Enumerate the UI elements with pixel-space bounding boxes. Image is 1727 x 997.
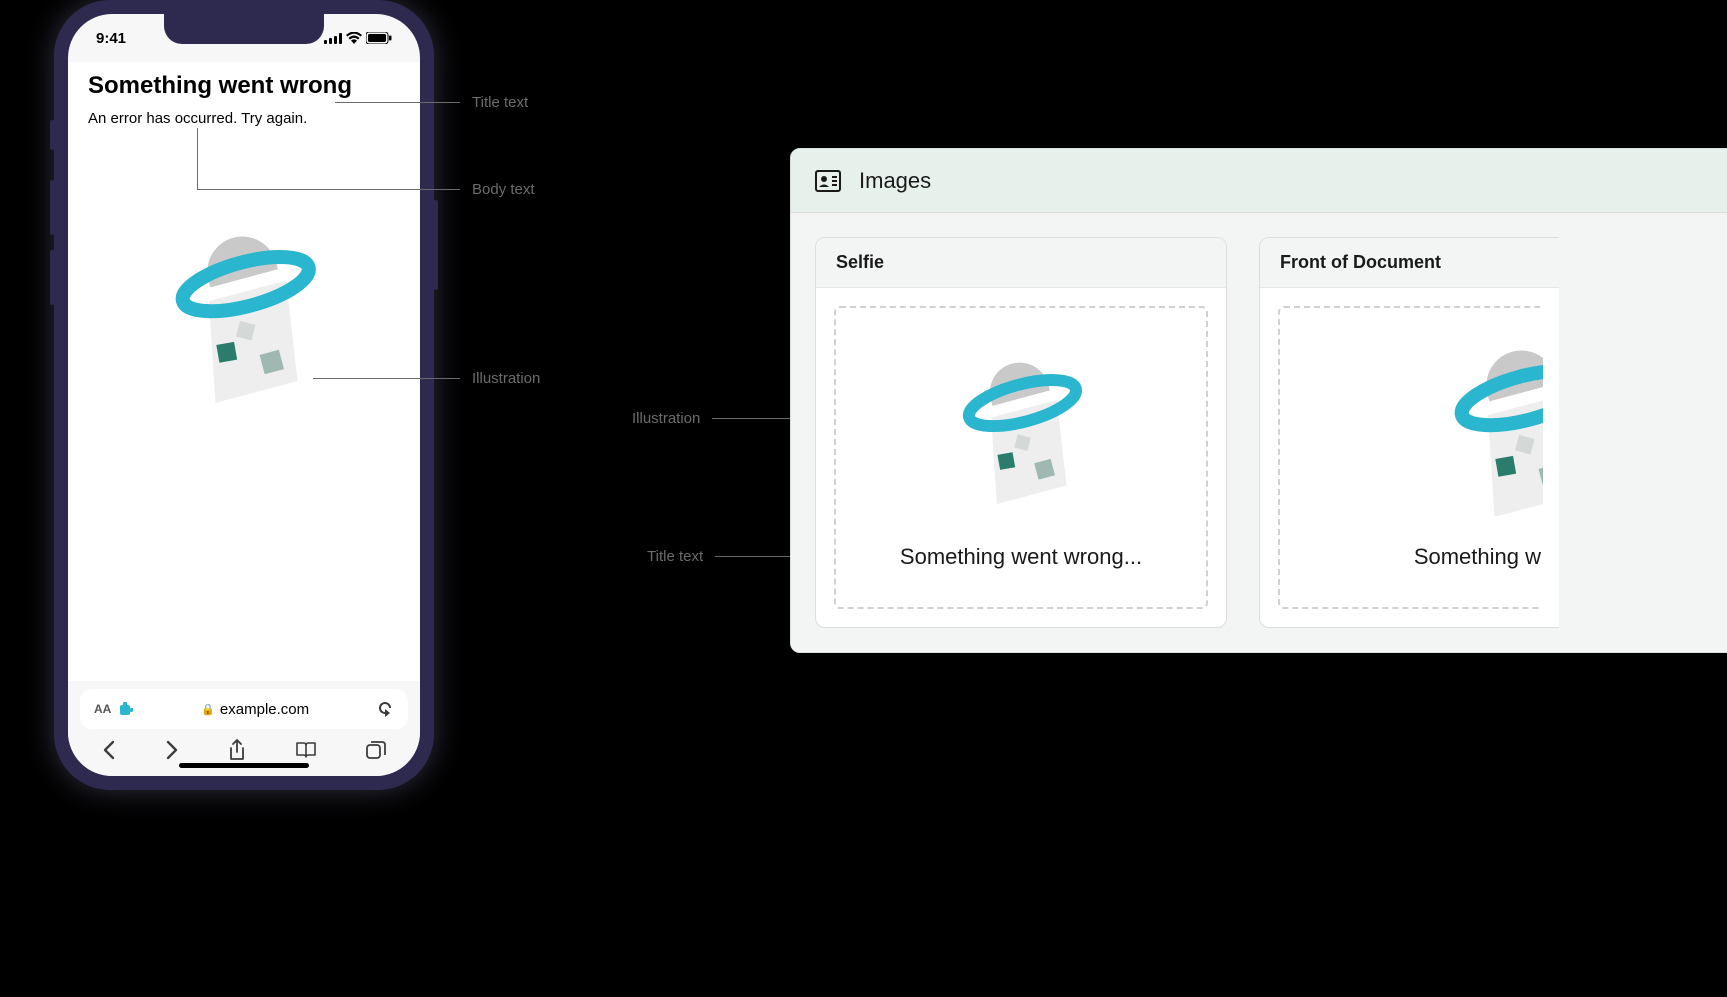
tabs-icon[interactable] — [366, 740, 386, 765]
phone-side-button — [433, 200, 438, 290]
phone-side-button — [50, 250, 55, 305]
image-card-title: Selfie — [816, 238, 1226, 288]
image-card-title: Front of Document — [1260, 238, 1559, 288]
status-time: 9:41 — [96, 30, 126, 47]
extension-icon[interactable] — [119, 702, 133, 716]
browser-chrome: AA 🔒 example.com — [68, 681, 420, 776]
share-icon[interactable] — [228, 739, 246, 766]
status-indicators — [324, 32, 392, 44]
annotation-label: Illustration — [460, 370, 552, 387]
images-panel: Images Selfie Some — [790, 148, 1727, 653]
home-indicator — [179, 763, 309, 768]
phone-side-button — [50, 180, 55, 235]
images-panel-title: Images — [859, 168, 931, 194]
annotation-label: Title text — [460, 94, 540, 111]
images-panel-header: Images — [791, 149, 1727, 213]
image-card-selfie: Selfie Something went wrong... — [815, 237, 1227, 628]
text-size-icon[interactable]: AA — [94, 702, 111, 716]
image-dropzone[interactable]: Something w — [1278, 306, 1541, 609]
annotation-title: Title text — [335, 94, 540, 111]
annotation-illustration-left: Illustration — [313, 370, 552, 387]
phone-notch — [164, 14, 324, 44]
image-card-front-document: Front of Document Something w — [1259, 237, 1559, 628]
cellular-icon — [324, 33, 342, 44]
ufo-illustration — [1433, 346, 1543, 516]
annotation-body: Body text — [197, 128, 547, 190]
annotation-label: Body text — [460, 181, 547, 198]
battery-icon — [366, 32, 392, 44]
phone-side-button — [50, 120, 55, 150]
error-body: An error has occurred. Try again. — [88, 110, 400, 127]
lock-icon: 🔒 — [201, 703, 215, 716]
reload-icon[interactable] — [377, 699, 394, 720]
image-card-message: Something went wrong... — [900, 544, 1142, 570]
ufo-illustration — [154, 217, 334, 417]
illustration-container — [88, 157, 400, 681]
image-card-message: Something w — [1414, 544, 1541, 570]
phone-mock: 9:41 Something went wrong An error has o… — [54, 0, 434, 790]
annotation-label: Title text — [635, 548, 715, 565]
id-card-icon — [815, 170, 841, 192]
wifi-icon — [346, 32, 362, 44]
url-bar[interactable]: AA 🔒 example.com — [80, 689, 408, 729]
forward-icon[interactable] — [165, 740, 179, 765]
bookmarks-icon[interactable] — [295, 741, 317, 764]
annotation-label: Illustration — [620, 410, 712, 427]
images-panel-body: Selfie Something went wrong... — [791, 213, 1727, 652]
image-dropzone[interactable]: Something went wrong... — [834, 306, 1208, 609]
back-icon[interactable] — [102, 740, 116, 765]
ufo-illustration — [941, 346, 1101, 516]
url-text: example.com — [220, 701, 309, 718]
browser-toolbar — [80, 729, 408, 766]
